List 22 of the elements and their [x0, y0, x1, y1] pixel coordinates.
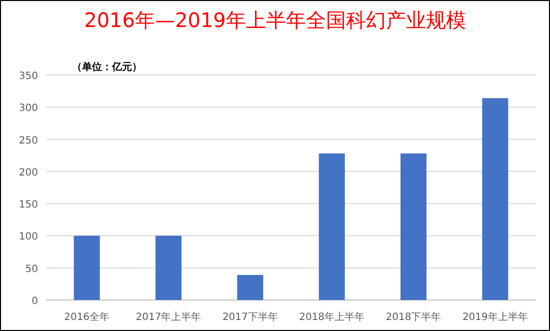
bar: [156, 236, 182, 300]
bar: [318, 153, 345, 300]
x-tick-label: 2018年上半年: [299, 311, 365, 323]
y-tick-label: 100: [18, 232, 38, 243]
x-tick-label: 2018下半年: [386, 311, 442, 323]
x-tick-label: 2017下半年: [222, 311, 278, 323]
y-tick-label: 300: [18, 103, 38, 114]
bar: [74, 236, 100, 300]
bar: [400, 153, 426, 300]
chart-title: 2016年—2019年上半年全国科幻产业规模: [84, 8, 466, 32]
y-tick-label: 0: [32, 296, 38, 307]
x-tick-label: 2017年上半年: [136, 311, 202, 323]
x-tick-label: 2019年上半年: [462, 311, 528, 323]
y-tick-label: 350: [18, 71, 38, 82]
y-tick-label: 200: [18, 167, 38, 178]
y-tick-label: 250: [18, 135, 38, 146]
y-tick-label: 50: [25, 264, 38, 275]
bar: [237, 274, 264, 300]
x-tick-label: 2016全年: [64, 311, 110, 323]
y-tick-label: 150: [18, 200, 38, 211]
bar: [482, 98, 508, 300]
text: （单位：亿元）: [72, 61, 142, 73]
